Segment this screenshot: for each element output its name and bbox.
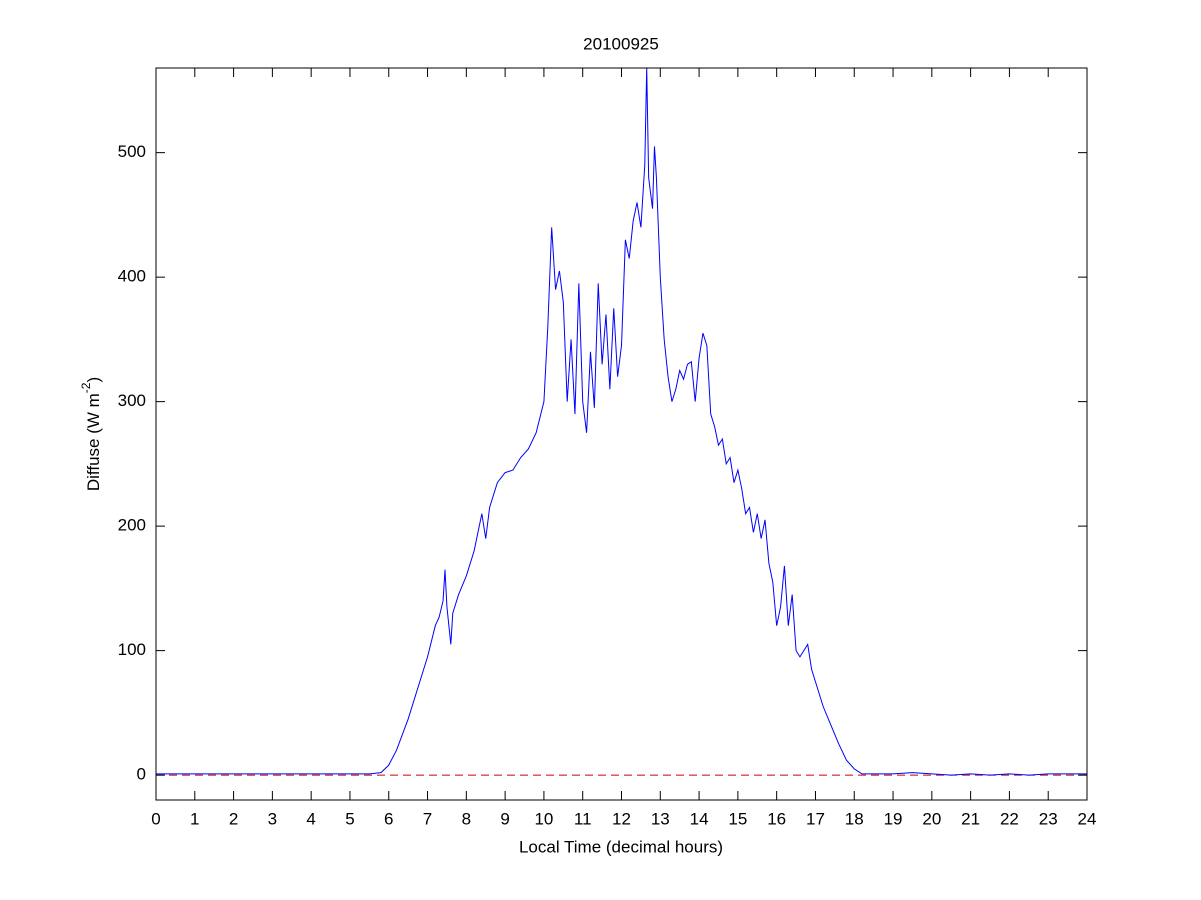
x-tick-label: 17 (806, 809, 825, 828)
x-tick-label: 10 (534, 809, 553, 828)
x-tick-label: 1 (190, 809, 199, 828)
x-tick-label: 5 (345, 809, 354, 828)
x-tick-label: 23 (1039, 809, 1058, 828)
x-tick-label: 8 (462, 809, 471, 828)
x-tick-label: 2 (229, 809, 238, 828)
y-label-main: Diffuse (W m (84, 393, 103, 491)
x-tick-label: 13 (651, 809, 670, 828)
x-tick-label: 4 (306, 809, 315, 828)
x-tick-label: 12 (612, 809, 631, 828)
x-tick-label: 16 (767, 809, 786, 828)
chart-title: 20100925 (583, 34, 659, 53)
y-tick-label: 300 (118, 391, 146, 410)
y-tick-label: 500 (118, 142, 146, 161)
y-tick-label: 400 (118, 267, 146, 286)
data-line (156, 67, 1087, 776)
x-tick-label: 15 (728, 809, 747, 828)
x-tick-label: 21 (961, 809, 980, 828)
x-tick-label: 9 (500, 809, 509, 828)
x-tick-label: 19 (884, 809, 903, 828)
x-tick-label: 24 (1078, 809, 1097, 828)
x-axis-label: Local Time (decimal hours) (519, 837, 723, 856)
x-tick-label: 3 (268, 809, 277, 828)
y-label-end: ) (84, 377, 103, 383)
x-tick-label: 20 (922, 809, 941, 828)
y-tick-label: 200 (118, 516, 146, 535)
x-tick-label: 22 (1000, 809, 1019, 828)
y-label-sup: -2 (79, 382, 93, 393)
x-tick-label: 6 (384, 809, 393, 828)
x-tick-label: 11 (574, 809, 592, 828)
y-tick-label: 0 (137, 765, 146, 784)
x-tick-label: 0 (151, 809, 160, 828)
y-tick-label: 100 (118, 640, 146, 659)
x-tick-label: 18 (845, 809, 864, 828)
y-axis-label: Diffuse (W m-2) (79, 377, 103, 491)
x-tick-label: 7 (423, 809, 432, 828)
x-tick-label: 14 (690, 809, 709, 828)
